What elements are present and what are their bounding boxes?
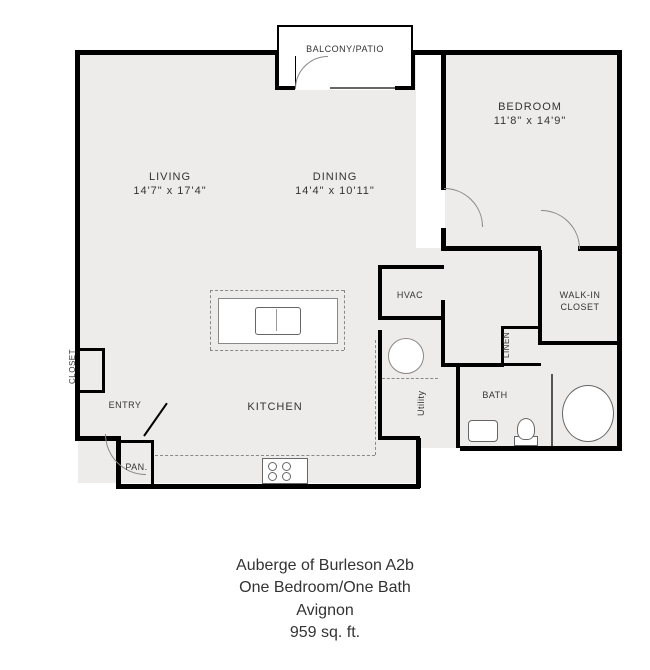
walkin-name: WALK-IN CLOSET xyxy=(560,290,601,312)
counter-top xyxy=(155,455,375,456)
kitchen-label: KITCHEN xyxy=(225,400,325,414)
closet-label: CLOSET xyxy=(68,372,78,384)
walkin-bottom xyxy=(538,341,620,345)
closet-top xyxy=(75,348,105,351)
dining-name: DINING xyxy=(313,171,358,183)
balcony-bottom-r xyxy=(395,86,415,90)
balcony-top xyxy=(277,25,413,27)
kitchen-name: KITCHEN xyxy=(247,401,302,413)
linen-wall-top xyxy=(501,326,541,329)
toilet-bowl xyxy=(517,418,535,440)
burner1 xyxy=(268,462,277,471)
linen-label: LINEN xyxy=(502,346,512,358)
burner3 xyxy=(268,472,277,481)
caption-line2: One Bedroom/One Bath xyxy=(0,577,650,599)
bath-wall-left xyxy=(441,300,445,367)
bath-name: BATH xyxy=(482,390,507,400)
balcony-wall-l xyxy=(275,50,279,90)
closet-right xyxy=(102,348,105,393)
balcony-bottom-l xyxy=(275,86,295,90)
dining-dims: 14'4" x 10'11" xyxy=(295,185,375,197)
hvac-label: HVAC xyxy=(385,290,435,302)
bath-sink xyxy=(468,420,498,442)
balcony-wall-r xyxy=(411,50,415,90)
bedroom-name: BEDROOM xyxy=(498,101,562,113)
bath-wall-left2 xyxy=(456,363,460,448)
utility-label: Utility xyxy=(416,404,428,416)
entry-label: ENTRY xyxy=(100,400,150,412)
balcony-left xyxy=(277,25,279,53)
closet-bot xyxy=(75,390,105,393)
wall-top-left xyxy=(75,50,277,55)
bedroom-dims: 11'8" x 14'9" xyxy=(494,115,567,127)
burner4 xyxy=(282,472,291,481)
hvac-left xyxy=(378,265,382,320)
counter-right xyxy=(375,340,376,455)
island-sink xyxy=(255,307,301,335)
burner2 xyxy=(282,462,291,471)
util-bot xyxy=(378,436,420,440)
dining-label: DINING 14'4" x 10'11" xyxy=(275,170,395,199)
bedroom-label: BEDROOM 11'8" x 14'9" xyxy=(470,100,590,129)
hvac-top xyxy=(378,265,444,269)
living-label: LIVING 14'7" x 17'4" xyxy=(110,170,230,199)
living-name: LIVING xyxy=(149,171,191,183)
hvac-bot xyxy=(378,316,444,320)
bath-wall-top xyxy=(441,363,504,367)
bathtub xyxy=(562,385,614,442)
hvac-name: HVAC xyxy=(397,290,423,300)
utility-name: Utility xyxy=(416,391,426,417)
sliding-door xyxy=(330,87,395,89)
island-dash-l xyxy=(210,290,211,350)
walkin-label: WALK-IN CLOSET xyxy=(545,290,615,313)
floor-main xyxy=(78,53,416,483)
linen-wall-bot xyxy=(501,363,541,366)
floorplan-canvas: LIVING 14'7" x 17'4" DINING 14'4" x 10'1… xyxy=(0,0,650,670)
balcony-label: BALCONY/PATIO xyxy=(290,44,400,56)
pan-name: PAN. xyxy=(125,462,147,472)
walkin-left xyxy=(538,250,542,345)
balcony-right xyxy=(411,25,413,53)
island-dash-b xyxy=(210,350,344,351)
util-dash xyxy=(382,378,438,379)
island-sink-div xyxy=(276,309,277,331)
entry-name: ENTRY xyxy=(109,400,142,410)
island-dash-t xyxy=(210,290,344,291)
wall-bottom-step-v xyxy=(416,438,421,488)
closet-name: CLOSET xyxy=(68,349,77,384)
caption-line1: Auberge of Burleson A2b xyxy=(0,555,650,577)
washer xyxy=(388,338,424,374)
balcony-name: BALCONY/PATIO xyxy=(306,44,384,54)
util-left xyxy=(378,330,382,440)
bedroom-wall-bottom xyxy=(441,246,541,251)
caption-line3: Avignon xyxy=(0,600,650,622)
island-dash-r xyxy=(344,290,345,350)
caption: Auberge of Burleson A2b One Bedroom/One … xyxy=(0,555,650,645)
bath-label: BATH xyxy=(465,390,525,402)
tub-wall xyxy=(551,374,553,446)
wall-bottom-right xyxy=(460,446,622,451)
caption-line4: 959 sq. ft. xyxy=(0,622,650,644)
wall-bottom-mid xyxy=(120,484,420,489)
pan-label: PAN. xyxy=(119,462,154,474)
living-dims: 14'7" x 17'4" xyxy=(133,185,206,197)
bedroom-wall-bottom2 xyxy=(578,246,620,251)
bedroom-wall-left xyxy=(441,50,446,190)
linen-name: LINEN xyxy=(502,332,511,358)
